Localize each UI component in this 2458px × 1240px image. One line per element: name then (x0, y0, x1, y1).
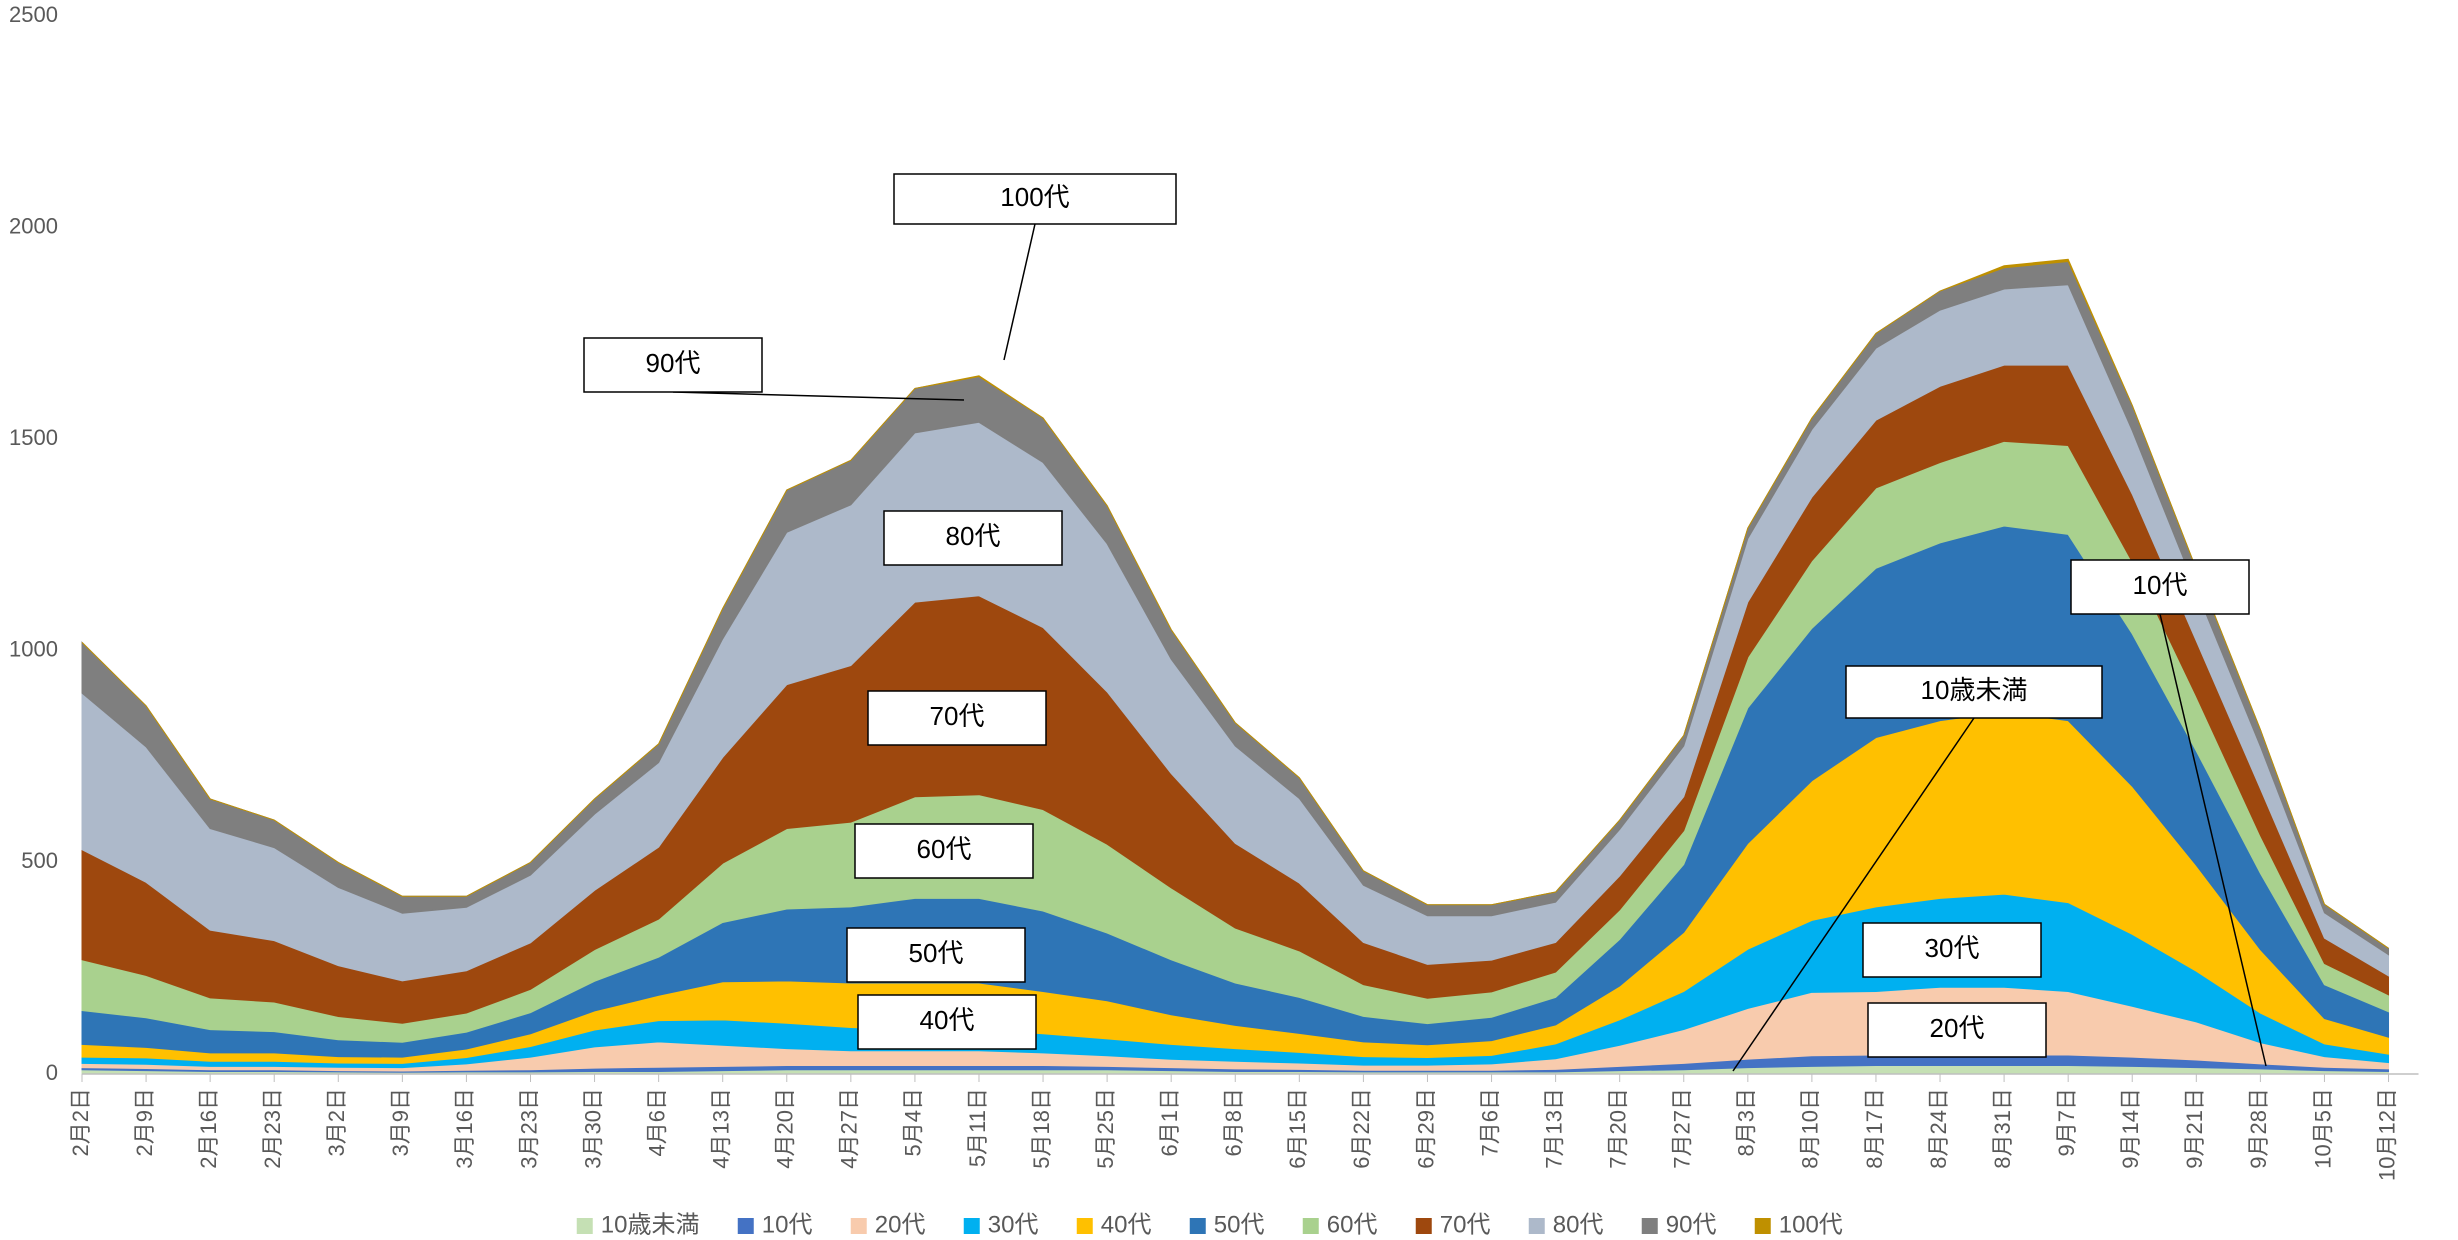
x-tick-label: 9月21日 (2182, 1088, 2207, 1169)
x-tick-label: 2月9日 (132, 1088, 157, 1156)
x-tick-label: 6月22日 (1349, 1088, 1374, 1169)
legend-label: 90代 (1666, 1211, 1717, 1238)
x-tick-label: 8月10日 (1798, 1088, 1823, 1169)
leader-line (672, 391, 965, 401)
legend-label: 20代 (875, 1211, 926, 1238)
legend-label: 50代 (1214, 1211, 1265, 1238)
x-tick-label: 2月16日 (196, 1088, 221, 1169)
callout-label: 80代 (946, 521, 1001, 551)
x-tick-label: 3月23日 (516, 1088, 541, 1169)
leader-line (1732, 717, 1975, 1072)
callout-box (2070, 559, 2250, 615)
callout-label: 40代 (920, 1005, 975, 1035)
y-tick-label: 2500 (9, 2, 58, 27)
callout-box (893, 173, 1177, 225)
callout-label: 10代 (2133, 570, 2188, 600)
x-tick-label: 7月13日 (1541, 1088, 1566, 1169)
x-tick-label: 10月5日 (2310, 1088, 2335, 1169)
callout-box (1845, 665, 2103, 719)
legend-label: 80代 (1553, 1211, 1604, 1238)
x-tick-label: 4月20日 (773, 1088, 798, 1169)
callout-label: 70代 (930, 701, 985, 731)
legend-swatch (963, 1218, 980, 1234)
x-tick-label: 7月20日 (1605, 1088, 1630, 1169)
x-tick-label: 8月3日 (1734, 1088, 1759, 1156)
x-tick-label: 3月9日 (388, 1088, 413, 1156)
x-tick-label: 5月18日 (1029, 1088, 1054, 1169)
callout-box (583, 337, 763, 393)
legend-label: 100代 (1779, 1211, 1843, 1238)
x-tick-label: 8月24日 (1926, 1088, 1951, 1169)
legend-label: 10代 (762, 1211, 813, 1238)
callout-box (854, 823, 1034, 879)
x-tick-label: 10月12日 (2374, 1088, 2399, 1181)
callout-label: 20代 (1930, 1013, 1985, 1043)
legend-swatch (1302, 1218, 1319, 1234)
x-tick-label: 2月2日 (68, 1088, 93, 1156)
callout-label: 50代 (909, 938, 964, 968)
callout-box (1867, 1002, 2047, 1058)
y-tick-label: 1000 (9, 637, 58, 662)
x-tick-label: 4月27日 (837, 1088, 862, 1169)
legend-swatch (1528, 1218, 1545, 1234)
legend-swatch (576, 1218, 593, 1234)
x-tick-label: 8月31日 (1990, 1088, 2015, 1169)
y-tick-label: 0 (46, 1060, 58, 1085)
callout-label: 30代 (1925, 933, 1980, 963)
callout-label: 100代 (1000, 182, 1069, 212)
legend-swatch (1415, 1218, 1432, 1234)
callout-box (1862, 922, 2042, 978)
x-tick-label: 5月4日 (901, 1088, 926, 1156)
legend-swatch (1189, 1218, 1206, 1234)
callout-label: 90代 (646, 348, 701, 378)
y-tick-label: 500 (21, 848, 58, 873)
legend-swatch (1076, 1218, 1093, 1234)
leader-line (2159, 613, 2267, 1067)
x-tick-label: 3月2日 (324, 1088, 349, 1156)
callout-box (857, 994, 1037, 1050)
legend-swatch (737, 1218, 754, 1234)
callout-box (883, 510, 1063, 566)
x-tick-label: 9月14日 (2118, 1088, 2143, 1169)
legend-label: 70代 (1440, 1211, 1491, 1238)
x-tick-label: 4月6日 (644, 1088, 669, 1156)
legend-swatch (850, 1218, 867, 1234)
x-tick-label: 4月13日 (709, 1088, 734, 1169)
legend-label: 10歳未満 (601, 1211, 700, 1238)
x-tick-label: 7月27日 (1670, 1088, 1695, 1169)
callout-box (867, 690, 1047, 746)
x-tick-label: 6月8日 (1221, 1088, 1246, 1156)
x-tick-label: 6月15日 (1285, 1088, 1310, 1169)
x-tick-label: 9月28日 (2246, 1088, 2271, 1169)
x-tick-label: 3月16日 (452, 1088, 477, 1169)
legend-label: 30代 (988, 1211, 1039, 1238)
legend-swatch (1641, 1218, 1658, 1234)
x-tick-label: 9月7日 (2054, 1088, 2079, 1156)
x-tick-label: 6月1日 (1157, 1088, 1182, 1156)
legend-label: 40代 (1101, 1211, 1152, 1238)
leader-line (1003, 223, 1036, 361)
x-tick-label: 3月30日 (580, 1088, 605, 1169)
x-tick-label: 8月17日 (1862, 1088, 1887, 1169)
y-tick-label: 2000 (9, 213, 58, 238)
callout-label: 10歳未満 (1921, 675, 2028, 705)
legend-swatch (1754, 1218, 1771, 1234)
x-tick-label: 6月29日 (1413, 1088, 1438, 1169)
x-tick-label: 5月25日 (1093, 1088, 1118, 1169)
legend-label: 60代 (1327, 1211, 1378, 1238)
x-tick-label: 7月6日 (1477, 1088, 1502, 1156)
x-tick-label: 5月11日 (965, 1088, 990, 1167)
callout-box (846, 927, 1026, 983)
callout-label: 60代 (917, 834, 972, 864)
y-tick-label: 1500 (9, 425, 58, 450)
x-tick-label: 2月23日 (260, 1088, 285, 1169)
